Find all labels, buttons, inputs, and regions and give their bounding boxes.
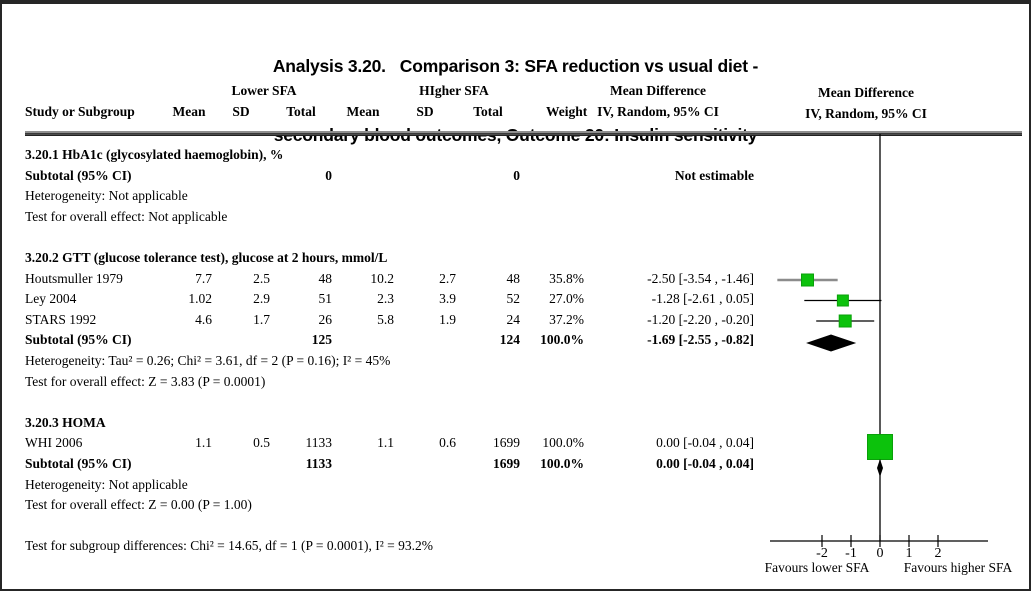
effect-square <box>867 434 893 460</box>
axis-tick-label: 1 <box>906 546 913 561</box>
plot-column-header: Mean Difference IV, Random, 95% CI <box>754 82 978 124</box>
col-study: Study or Subgroup <box>25 104 135 119</box>
subtotal-row: Subtotal (95% CI) 0 0 Not estimable <box>25 167 754 183</box>
subgroup-differences-note: Test for subgroup differences: Chi² = 14… <box>25 538 434 554</box>
heterogeneity-note: Heterogeneity: Not applicable <box>25 476 188 492</box>
study-row: Houtsmuller 1979 7.7 2.5 48 10.2 2.7 48 … <box>25 270 754 286</box>
subtotal-diamond <box>877 459 883 477</box>
subtotal-row: Subtotal (95% CI) 1133 1699 100.0% 0.00 … <box>25 455 754 471</box>
subgroup-heading: 3.20.3 HOMA <box>25 414 106 430</box>
axis-tick-label: 0 <box>877 546 884 561</box>
overall-effect-note: Test for overall effect: Not applicable <box>25 208 228 224</box>
axis-tick-label: -1 <box>845 546 857 561</box>
col-mean-lower: Mean <box>172 104 206 119</box>
effect-square <box>801 273 814 287</box>
spacer-row <box>25 227 754 248</box>
figure-title: Analysis 3.20. Comparison 3: SFA reducti… <box>2 9 1029 193</box>
study-row: Ley 2004 1.02 2.9 51 2.3 3.9 52 27.0% -1… <box>25 291 754 307</box>
plot-header-method: IV, Random, 95% CI <box>805 106 927 121</box>
favours-right-label: Favours higher SFA <box>904 560 1013 575</box>
study-row: STARS 1992 4.6 1.7 26 5.8 1.9 24 37.2% -… <box>25 311 754 327</box>
col-mean-higher: Mean <box>346 104 380 119</box>
table-body: 3.20.1 HbA1c (glycosylated haemoglobin),… <box>25 136 754 557</box>
col-total-higher: Total <box>473 104 503 119</box>
column-group-lower-sfa: Lower SFA <box>231 83 297 98</box>
figure-title-line2: secondary blood outcomes, Outcome 20: In… <box>273 125 758 145</box>
effect-square <box>836 294 849 307</box>
heterogeneity-note: Heterogeneity: Tau² = 0.26; Chi² = 3.61,… <box>25 352 391 368</box>
spacer-row <box>25 392 754 413</box>
axis-tick-label: -2 <box>816 546 828 561</box>
subtotal-diamond <box>806 334 857 352</box>
col-sd-higher: SD <box>416 104 434 119</box>
overall-effect-note: Test for overall effect: Z = 3.83 (P = 0… <box>25 373 266 389</box>
heterogeneity-note: Heterogeneity: Not applicable <box>25 188 188 204</box>
subgroup-heading: 3.20.1 HbA1c (glycosylated haemoglobin),… <box>25 147 284 162</box>
table-header-row: Study or Subgroup Mean SD Total Mean SD … <box>25 101 754 123</box>
favours-left-label: Favours lower SFA <box>765 560 870 575</box>
column-mean-difference: Mean Difference <box>609 83 707 98</box>
subgroup-heading: 3.20.2 GTT (glucose tolerance test), glu… <box>25 249 388 265</box>
axis-tick-label: 2 <box>935 546 942 561</box>
spacer-row <box>25 516 754 537</box>
plot-header-mean-difference: Mean Difference <box>817 85 915 100</box>
figure-title-line1: Analysis 3.20. Comparison 3: SFA reducti… <box>272 56 759 76</box>
results-table: Lower SFA HIgher SFA Mean Difference Stu… <box>25 80 1022 557</box>
col-method: IV, Random, 95% CI <box>597 104 719 119</box>
col-total-lower: Total <box>286 104 316 119</box>
column-group-higher-sfa: HIgher SFA <box>419 83 489 98</box>
col-weight: Weight <box>546 104 588 119</box>
study-row: WHI 2006 1.1 0.5 1133 1.1 0.6 1699 100.0… <box>25 435 754 451</box>
col-sd-lower: SD <box>232 104 250 119</box>
effect-square <box>838 314 852 328</box>
subtotal-row: Subtotal (95% CI) 125 124 100.0% -1.69 [… <box>25 332 754 348</box>
table-group-header-row: Lower SFA HIgher SFA Mean Difference <box>25 80 754 101</box>
overall-effect-note: Test for overall effect: Z = 0.00 (P = 1… <box>25 497 252 513</box>
